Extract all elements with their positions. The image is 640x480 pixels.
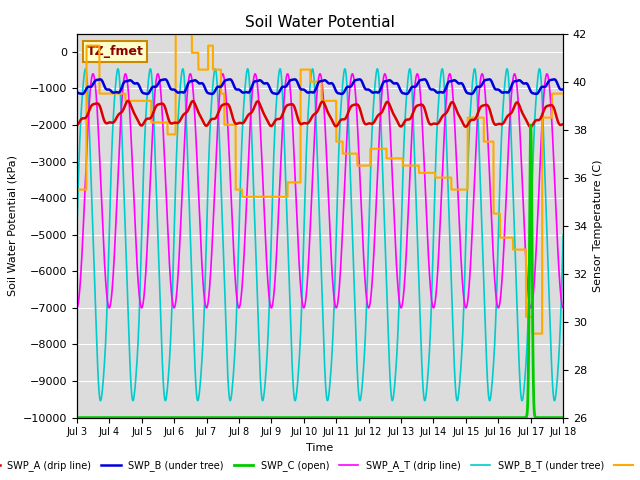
Legend: SWP_A (drip line), SWP_B (under tree), SWP_C (open), SWP_A_T (drip line), SWP_B_: SWP_A (drip line), SWP_B (under tree), S… — [0, 456, 640, 475]
Title: Soil Water Potential: Soil Water Potential — [245, 15, 395, 30]
Y-axis label: Sensor Temperature (C): Sensor Temperature (C) — [593, 159, 603, 292]
X-axis label: Time: Time — [307, 443, 333, 453]
Y-axis label: Soil Water Potential (kPa): Soil Water Potential (kPa) — [7, 155, 17, 296]
Text: TZ_fmet: TZ_fmet — [86, 45, 143, 58]
